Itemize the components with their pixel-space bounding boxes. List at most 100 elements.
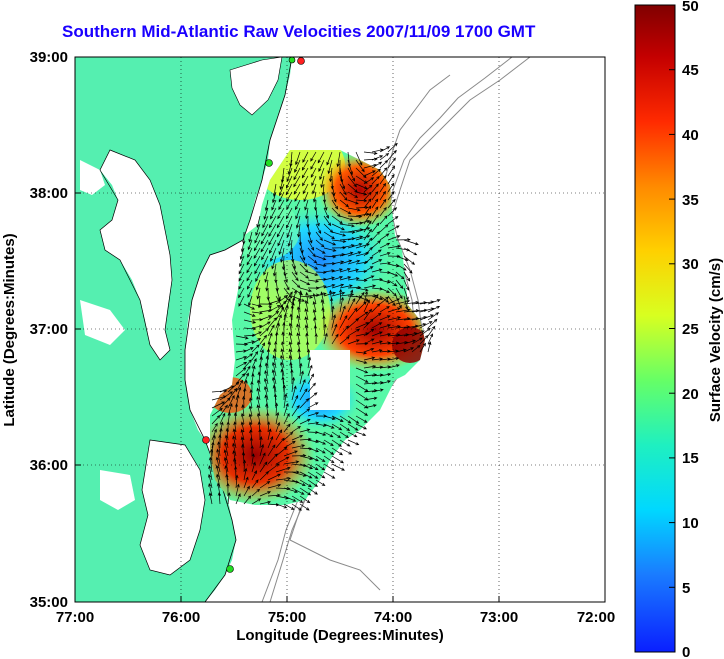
velocity-arrow — [298, 290, 303, 305]
velocity-arrow — [347, 251, 362, 257]
colorbar-tick-label: 15 — [682, 450, 699, 467]
velocity-arrow — [379, 296, 389, 305]
velocity-arrow — [403, 247, 418, 256]
x-tick-label: 73:00 — [480, 609, 518, 626]
velocity-arrow — [264, 271, 269, 283]
velocity-arrow — [307, 382, 316, 393]
velocity-arrow — [240, 428, 245, 441]
velocity-arrow — [363, 364, 377, 369]
velocity-arrow — [267, 453, 278, 465]
velocity-arrow — [347, 317, 360, 329]
velocity-arrow — [339, 423, 351, 431]
velocity-arrow — [371, 322, 383, 329]
velocity-arrow — [312, 183, 317, 195]
velocity-arrow — [379, 215, 388, 225]
velocity-arrow — [379, 306, 390, 313]
velocity-arrow — [379, 153, 390, 161]
velocity-arrow — [211, 422, 218, 433]
velocity-arrow — [387, 157, 396, 169]
velocity-arrow — [291, 495, 304, 503]
velocity-arrow — [331, 246, 347, 250]
velocity-arrow — [307, 471, 319, 479]
velocity-arrow — [379, 174, 387, 185]
velocity-arrow — [323, 447, 335, 455]
velocity-arrow — [331, 223, 345, 231]
velocity-arrow — [297, 223, 301, 238]
velocity-arrow — [267, 324, 275, 337]
velocity-arrow — [371, 249, 382, 257]
velocity-arrow — [283, 304, 289, 321]
velocity-arrow — [275, 503, 288, 509]
velocity-arrow — [276, 223, 285, 238]
velocity-arrow — [363, 228, 372, 241]
velocity-arrow — [291, 426, 301, 433]
velocity-arrow — [250, 381, 254, 393]
velocity-arrow — [323, 291, 336, 297]
velocity-arrow — [387, 279, 398, 287]
velocity-arrow — [267, 473, 281, 481]
velocity-arrow — [276, 215, 285, 229]
velocity-arrow — [283, 503, 295, 510]
velocity-arrow — [323, 439, 334, 447]
colorbar — [634, 4, 676, 653]
velocity-arrow — [259, 443, 264, 457]
velocity-arrow — [302, 183, 309, 195]
velocity-arrow — [243, 467, 248, 481]
colorbar-tick-label: 10 — [682, 515, 699, 532]
velocity-arrow — [322, 315, 326, 329]
velocity-arrow — [307, 439, 320, 444]
velocity-arrow — [331, 439, 342, 447]
velocity-arrow — [379, 206, 387, 217]
velocity-arrow — [371, 198, 379, 209]
velocity-arrow — [307, 402, 319, 409]
velocity-arrow — [323, 415, 336, 420]
velocity-arrow — [274, 340, 278, 353]
velocity-arrow — [315, 255, 327, 261]
velocity-arrow — [387, 216, 399, 225]
velocity-arrow — [339, 284, 353, 289]
velocity-arrow — [307, 356, 312, 369]
velocity-arrow — [347, 307, 358, 321]
velocity-arrow — [371, 191, 379, 201]
velocity-arrow — [226, 482, 230, 497]
velocity-arrow — [307, 271, 319, 276]
velocity-arrow — [347, 243, 363, 249]
velocity-arrow — [227, 492, 231, 505]
velocity-arrow — [363, 237, 373, 249]
velocity-arrow — [288, 354, 293, 369]
velocity-arrow — [301, 167, 309, 179]
velocity-arrow — [331, 305, 335, 321]
velocity-arrow — [363, 256, 374, 265]
velocity-arrow — [307, 373, 314, 385]
velocity-arrow — [371, 222, 380, 233]
velocity-arrow — [339, 207, 352, 215]
velocity-arrow — [235, 474, 239, 489]
velocity-arrow — [411, 337, 423, 345]
velocity-arrow — [295, 215, 301, 229]
velocity-arrow — [255, 279, 261, 291]
station-marker — [288, 56, 296, 64]
velocity-arrow — [318, 159, 325, 172]
velocity-arrow — [211, 415, 221, 425]
velocity-arrow — [387, 316, 402, 321]
velocity-arrow — [278, 199, 285, 211]
velocity-arrow — [339, 439, 351, 447]
velocity-arrow — [272, 263, 277, 277]
velocity-arrow — [379, 252, 391, 257]
velocity-arrow — [251, 461, 256, 473]
velocity-arrow — [411, 344, 421, 353]
velocity-arrow — [299, 503, 310, 511]
velocity-arrow — [217, 441, 221, 457]
velocity-arrow — [323, 463, 335, 472]
velocity-arrow — [331, 463, 346, 471]
velocity-arrow — [387, 182, 395, 193]
velocity-arrow — [233, 412, 238, 425]
velocity-arrow — [331, 239, 347, 243]
velocity-arrow — [331, 455, 344, 464]
velocity-arrow — [291, 479, 306, 486]
colorbar-tick-label: 50 — [682, 0, 699, 15]
velocity-arrow — [323, 332, 328, 345]
velocity-arrow — [403, 239, 419, 246]
colorbar-tick-label: 25 — [682, 321, 699, 338]
velocity-arrow — [355, 415, 368, 423]
